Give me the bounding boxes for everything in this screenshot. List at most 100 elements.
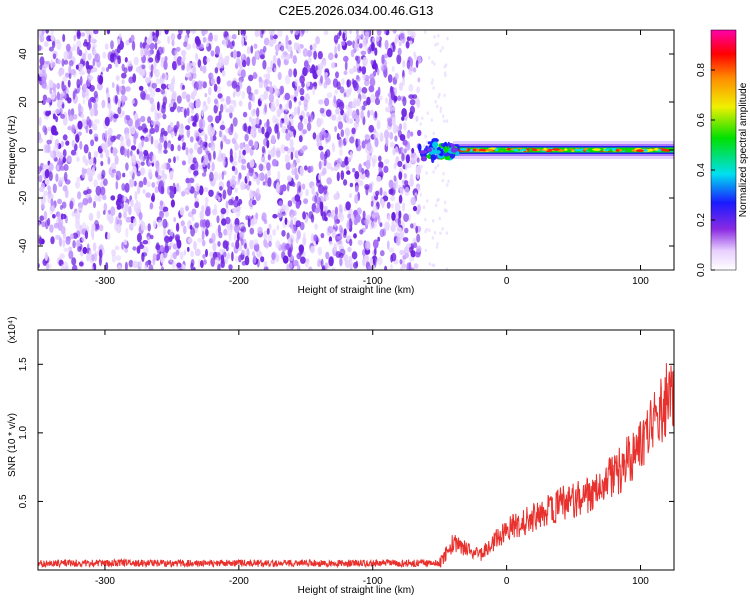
top-x-tick-label: -100 bbox=[363, 276, 383, 287]
noise-cell bbox=[397, 184, 402, 191]
noise-cell bbox=[266, 162, 271, 171]
noise-cell bbox=[47, 193, 51, 204]
colorbar-label: Normalized spectral amplitude bbox=[738, 82, 749, 217]
noise-cell bbox=[40, 204, 46, 210]
noise-cell bbox=[50, 198, 54, 207]
noise-cell bbox=[285, 128, 289, 135]
noise-cell bbox=[432, 131, 435, 136]
colorbar-ticks: 0.0 0.2 0.4 0.6 0.8 bbox=[696, 63, 715, 277]
signal-dash bbox=[575, 148, 580, 152]
noise-cell bbox=[218, 172, 222, 182]
noise-cell bbox=[152, 32, 158, 43]
noise-cell bbox=[345, 135, 349, 143]
noise-cell bbox=[334, 206, 338, 216]
noise-cell bbox=[209, 251, 214, 258]
signal-dash bbox=[615, 149, 620, 152]
noise-cell bbox=[125, 39, 130, 46]
noise-cell bbox=[241, 37, 245, 47]
noise-cell bbox=[319, 201, 323, 211]
noise-cell bbox=[110, 195, 116, 201]
noise-cell bbox=[231, 160, 238, 166]
noise-cell bbox=[122, 172, 126, 178]
noise-cell bbox=[63, 89, 67, 99]
noise-cell bbox=[232, 91, 236, 98]
noise-cell bbox=[48, 46, 54, 52]
noise-cell bbox=[256, 187, 260, 196]
noise-cell bbox=[380, 250, 385, 257]
noise-cell bbox=[246, 46, 251, 55]
noise-cell bbox=[182, 142, 187, 148]
noise-cell bbox=[121, 79, 125, 85]
noise-cell bbox=[114, 95, 118, 104]
noise-cell bbox=[85, 88, 89, 97]
noise-cell bbox=[86, 80, 89, 86]
noise-cell bbox=[39, 162, 45, 170]
noise-cell bbox=[320, 151, 325, 161]
noise-cell bbox=[136, 232, 142, 243]
noise-cell bbox=[376, 30, 382, 36]
noise-cell bbox=[346, 79, 352, 88]
noise-cell bbox=[169, 228, 174, 237]
noise-cell bbox=[186, 107, 190, 117]
noise-cell bbox=[98, 224, 104, 232]
noise-cell bbox=[299, 87, 305, 96]
noise-cell bbox=[268, 223, 272, 230]
noise-cell bbox=[68, 113, 74, 122]
noise-cell bbox=[78, 261, 84, 267]
noise-cell bbox=[353, 233, 357, 239]
noise-cell bbox=[235, 208, 241, 218]
noise-cell bbox=[306, 49, 313, 58]
noise-cell bbox=[297, 105, 301, 116]
noise-cell bbox=[327, 225, 334, 234]
noise-cell bbox=[338, 30, 342, 36]
noise-cell bbox=[302, 211, 306, 220]
noise-cell bbox=[408, 261, 412, 270]
colorbar-tick-label: 0.8 bbox=[696, 63, 707, 77]
noise-cell bbox=[210, 135, 213, 142]
noise-cell bbox=[361, 87, 368, 94]
noise-cell bbox=[190, 250, 194, 258]
noise-cell bbox=[298, 100, 302, 106]
noise-cell bbox=[225, 200, 229, 209]
noise-cell bbox=[439, 106, 443, 111]
noise-cell bbox=[374, 137, 379, 148]
noise-cell bbox=[277, 208, 283, 219]
noise-cell bbox=[248, 116, 252, 123]
noise-cell bbox=[105, 262, 109, 270]
colorbar-tick-label: 0.0 bbox=[696, 263, 707, 277]
noise-cell bbox=[254, 89, 259, 95]
noise-cell bbox=[77, 191, 82, 200]
noise-cell bbox=[148, 64, 152, 71]
noise-cell bbox=[121, 72, 127, 79]
noise-cell bbox=[225, 216, 231, 225]
noise-cell bbox=[235, 84, 240, 93]
noise-cell bbox=[185, 177, 191, 184]
noise-cell bbox=[431, 236, 435, 240]
noise-cell bbox=[290, 238, 294, 248]
noise-cell bbox=[438, 216, 441, 221]
noise-cell bbox=[361, 167, 365, 175]
noise-cell bbox=[389, 141, 395, 148]
noise-cell bbox=[175, 46, 181, 52]
noise-cell bbox=[261, 126, 265, 135]
noise-cell bbox=[140, 115, 146, 123]
noise-cell bbox=[178, 127, 184, 136]
noise-cell bbox=[80, 113, 85, 119]
noise-cell bbox=[149, 127, 156, 134]
noise-cell bbox=[290, 162, 296, 171]
noise-cell bbox=[77, 120, 83, 130]
noise-cell bbox=[223, 228, 228, 236]
noise-cell bbox=[265, 73, 271, 80]
noise-cell bbox=[405, 41, 410, 49]
noise-cell bbox=[409, 256, 415, 263]
noise-cell bbox=[234, 151, 237, 161]
noise-cell bbox=[392, 147, 396, 156]
noise-cell bbox=[215, 115, 220, 124]
noise-cell bbox=[416, 245, 422, 253]
noise-cell bbox=[375, 34, 380, 42]
noise-cell bbox=[360, 50, 367, 56]
noise-cell bbox=[306, 122, 312, 132]
noise-cell bbox=[383, 191, 387, 197]
bottom-y-tick-label: 1.0 bbox=[18, 425, 29, 439]
